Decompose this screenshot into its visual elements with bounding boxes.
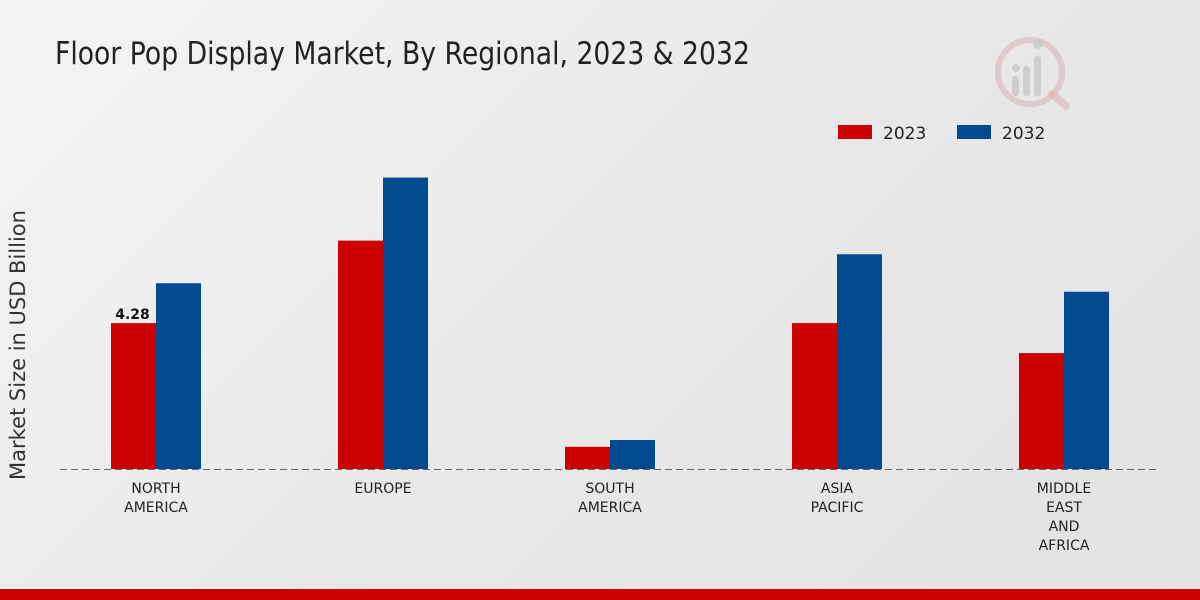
- y-axis-label: Market Size in USD Billion: [6, 210, 30, 480]
- footer-accent-bar: [0, 589, 1200, 600]
- x-tick-label-4: MIDDLE EAST AND AFRICA: [1037, 481, 1091, 554]
- legend-swatch-2032: [957, 125, 991, 139]
- chart-title: Floor Pop Display Market, By Regional, 2…: [55, 36, 750, 72]
- bar-2032-3: [837, 254, 882, 469]
- data-label-0: 4.28: [115, 307, 150, 323]
- x-tick-label-0: NORTH AMERICA: [124, 481, 188, 516]
- bar-2023-4: [1019, 353, 1064, 469]
- bar-2023-0: [111, 323, 156, 469]
- bar-2032-0: [156, 283, 201, 469]
- x-tick-label-2: SOUTH AMERICA: [578, 481, 642, 516]
- bar-2023-2: [565, 446, 610, 469]
- legend-label-2023: 2023: [883, 124, 926, 144]
- bar-2032-2: [610, 440, 655, 469]
- bar-2032-4: [1064, 291, 1109, 469]
- bar-2032-1: [383, 177, 428, 469]
- x-tick-label-1: EUROPE: [354, 481, 411, 497]
- watermark-logo-icon: [995, 37, 1070, 110]
- bar-2023-1: [338, 240, 383, 469]
- legend-label-2032: 2032: [1002, 124, 1045, 144]
- bar-2023-3: [792, 323, 837, 469]
- x-tick-label-3: ASIA PACIFIC: [811, 481, 864, 516]
- legend-swatch-2023: [838, 125, 872, 139]
